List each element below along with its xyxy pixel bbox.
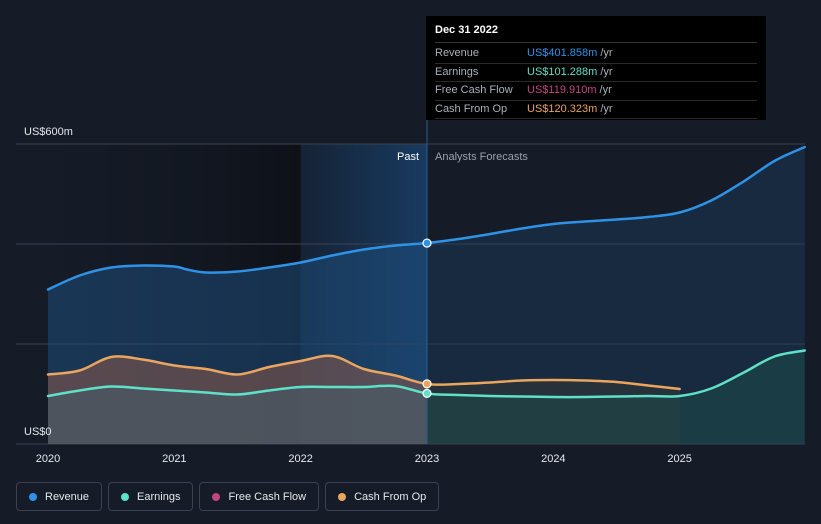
tooltip-row-revenue: Revenue US$401.858m /yr: [435, 45, 757, 64]
revenue-line: [46, 145, 806, 291]
legend-item-revenue[interactable]: Revenue: [16, 482, 103, 511]
earnings-marker: [422, 388, 432, 398]
tooltip-label: Free Cash Flow: [435, 84, 513, 96]
tooltip-label: Cash From Op: [435, 102, 508, 115]
tooltip-value: US$401.858m: [527, 47, 598, 59]
x-tick-label: 2021: [162, 453, 186, 465]
revenue-area-forecast: [427, 147, 805, 444]
tooltip-unit: /yr: [600, 102, 613, 115]
cash-from-op-marker: [422, 379, 432, 389]
chart-legend: Revenue Earnings Free Cash Flow Cash Fro…: [16, 482, 440, 511]
tooltip-row-free-cash-flow: Free Cash Flow US$119.910m /yr: [435, 82, 757, 101]
x-tick-label: 2025: [667, 453, 691, 465]
cash-from-op-line: [46, 354, 681, 391]
past-label: Past: [397, 151, 419, 163]
tooltip-value: US$101.288m: [527, 65, 598, 78]
tooltip-row-earnings: Earnings US$101.288m /yr: [435, 64, 757, 82]
legend-item-free-cash-flow[interactable]: Free Cash Flow: [199, 482, 320, 511]
earnings-area-past: [48, 385, 427, 444]
x-tick-label: 2023: [415, 453, 439, 465]
chart-tooltip: Dec 31 2022 Revenue US$401.858m /yr Earn…: [426, 16, 766, 120]
tooltip-unit: /yr: [600, 47, 613, 59]
tooltip-row-cash-from-op: Cash From Op US$120.323m /yr: [435, 101, 757, 119]
tooltip-label: Revenue: [435, 47, 480, 59]
earnings-dot-icon: [121, 492, 130, 501]
legend-label: Cash From Op: [354, 490, 427, 503]
revenue-dot-icon: [29, 492, 37, 501]
x-tick-label: 2020: [36, 453, 60, 465]
tooltip-unit: /yr: [600, 65, 613, 78]
legend-label: Earnings: [137, 490, 181, 503]
legend-label: Free Cash Flow: [228, 490, 307, 503]
x-tick-label: 2024: [541, 453, 565, 465]
forecast-label: Analysts Forecasts: [435, 151, 528, 163]
tooltip-value: US$120.323m: [527, 102, 598, 115]
revenue-marker: [422, 238, 432, 248]
x-tick-label: 2022: [288, 453, 312, 465]
cash-from-op-dot-icon: [338, 492, 347, 501]
y-axis-top-label: US$600m: [24, 126, 73, 138]
tooltip-label: Earnings: [435, 65, 479, 78]
y-axis-bottom-label: US$0: [24, 426, 52, 438]
legend-item-cash-from-op[interactable]: Cash From Op: [325, 482, 440, 511]
tooltip-unit: /yr: [599, 84, 612, 96]
legend-label: Revenue: [45, 490, 90, 503]
tooltip-date: Dec 31 2022: [435, 24, 757, 43]
free-cash-flow-dot-icon: [212, 492, 221, 501]
legend-item-earnings[interactable]: Earnings: [108, 482, 194, 511]
tooltip-value: US$119.910m: [527, 84, 597, 96]
